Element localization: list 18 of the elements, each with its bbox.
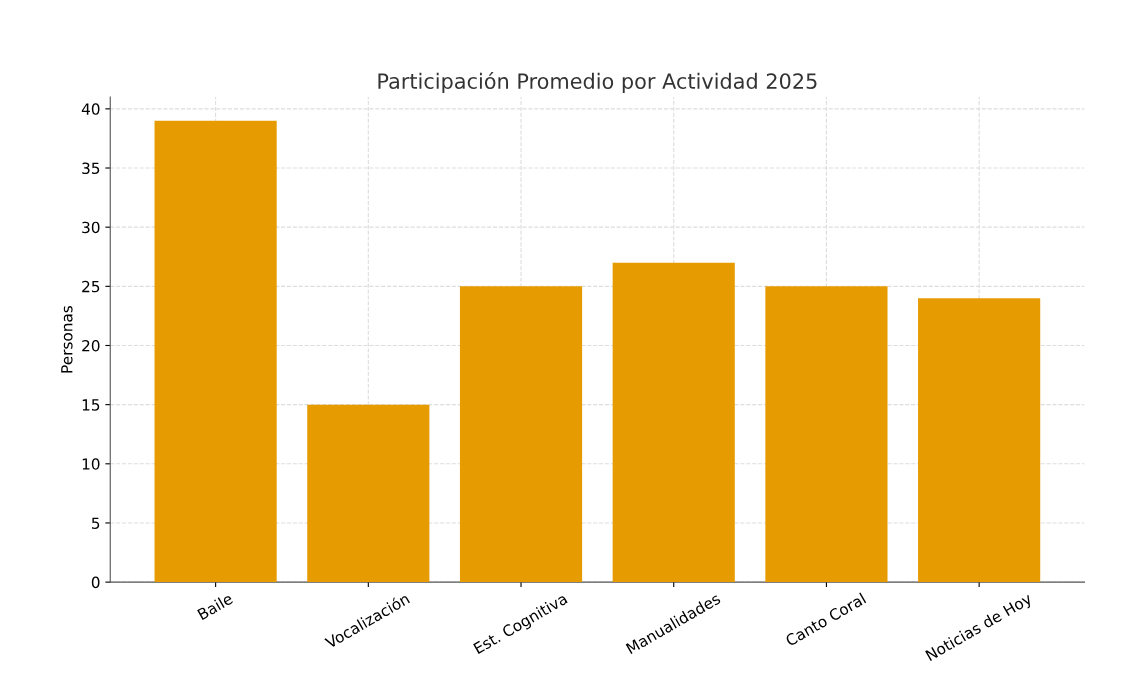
y-tick-label: 15 (82, 399, 100, 411)
y-tick-label: 40 (81, 103, 100, 115)
bar (154, 120, 277, 583)
x-tick-label: Baile (196, 592, 234, 621)
bar (765, 286, 888, 583)
y-tick-label: 30 (82, 221, 100, 234)
bar (612, 262, 735, 583)
y-tick-label: 5 (91, 517, 100, 529)
y-tick-label: 0 (91, 576, 100, 589)
y-tick-label: 35 (82, 162, 100, 175)
y-tick-label: 20 (82, 339, 100, 352)
bar (459, 286, 583, 583)
bar (918, 298, 1041, 583)
bar (307, 404, 430, 583)
y-axis-title: Personas (61, 305, 73, 373)
y-tick-label: 10 (82, 458, 100, 470)
y-tick-label: 25 (82, 280, 100, 293)
chart-title: Participación Promedio por Actividad 2025 (378, 72, 817, 94)
